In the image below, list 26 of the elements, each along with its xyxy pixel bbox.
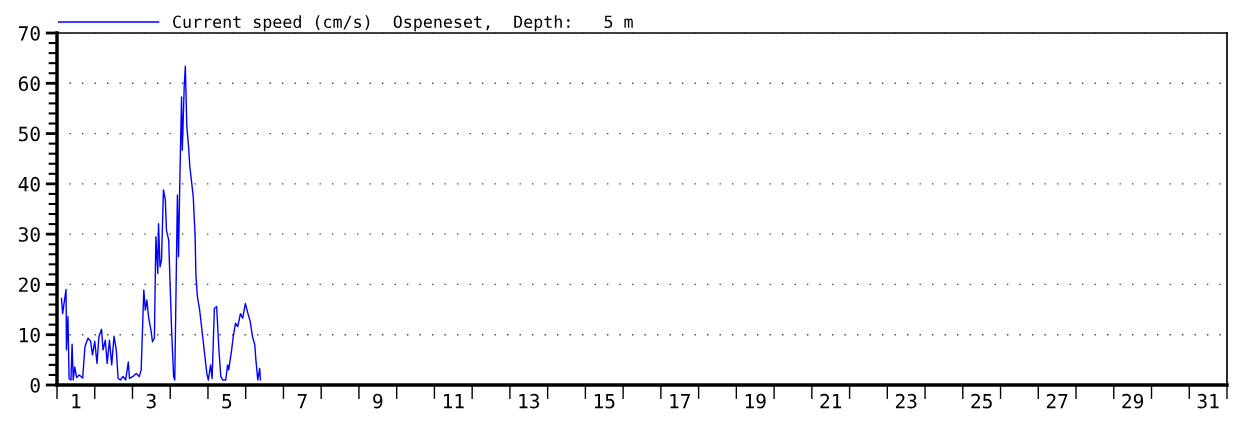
x-tick-label: 25 <box>971 393 992 409</box>
x-tick-label: 21 <box>820 393 842 409</box>
x-tick-label: 29 <box>1122 393 1144 409</box>
y-tick-label: 50 <box>18 126 40 142</box>
y-tick-label: 70 <box>18 26 40 41</box>
y-tick-label: 0 <box>30 378 40 393</box>
x-tick-label: 27 <box>1046 393 1068 409</box>
x-tick-label: 5 <box>222 394 232 409</box>
x-tick-label: 23 <box>895 393 917 409</box>
x-tick-label: 31 <box>1197 393 1219 409</box>
x-tick-label: 3 <box>146 393 156 409</box>
y-tick-label: 20 <box>19 277 40 293</box>
x-tick-label: 15 <box>594 394 615 409</box>
x-tick-label: 7 <box>297 394 307 409</box>
y-tick-label: 10 <box>19 327 40 343</box>
x-tick-label: 19 <box>745 393 766 409</box>
y-tick-label: 30 <box>18 227 40 242</box>
x-tick-label: 17 <box>670 394 690 409</box>
x-tick-label: 9 <box>373 393 383 409</box>
y-tick-label: 60 <box>18 76 40 91</box>
x-tick-label: 11 <box>443 394 464 409</box>
line-series <box>60 65 262 381</box>
text: Current speed (cm/s) Ospeneset, Depth: 5 m <box>173 15 633 32</box>
y-tick-label: 40 <box>18 176 40 192</box>
x-tick-label: 1 <box>72 394 81 409</box>
x-tick-label: 13 <box>519 393 540 409</box>
